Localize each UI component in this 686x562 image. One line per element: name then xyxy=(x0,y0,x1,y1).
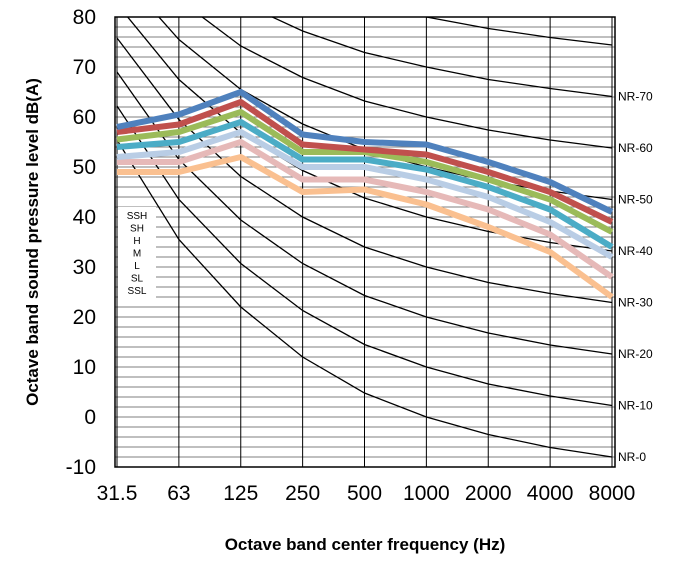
x-tick-label: 31.5 xyxy=(97,482,138,505)
x-tick-label: 63 xyxy=(167,482,190,505)
y-tick-labels: -10 0 10 20 30 40 50 60 70 80 xyxy=(66,6,96,479)
series-line-sl xyxy=(117,139,614,280)
y-axis-title: Octave band sound pressure level dB(A) xyxy=(23,78,42,406)
grid xyxy=(115,16,615,468)
legend-box xyxy=(118,207,156,299)
nr-curve xyxy=(116,139,613,458)
nr-label: NR-10 xyxy=(618,399,653,413)
nr-label: NR-70 xyxy=(618,90,653,104)
x-axis-title: Octave band center frequency (Hz) xyxy=(225,535,506,554)
x-tick-label: 125 xyxy=(223,482,258,505)
y-tick-label: 60 xyxy=(73,106,96,129)
nr-label: NR-60 xyxy=(618,141,653,155)
nr-label: NR-0 xyxy=(618,450,646,464)
y-tick-label: 80 xyxy=(73,6,96,29)
x-tick-label: 4000 xyxy=(527,482,574,505)
y-tick-label: -10 xyxy=(66,456,96,479)
series-line-m xyxy=(116,119,614,250)
series-line-sh xyxy=(116,99,614,225)
nr-curve xyxy=(423,17,613,46)
nr-label: NR-50 xyxy=(618,193,653,207)
x-tick-label: 2000 xyxy=(465,482,512,505)
nr-label: NR-40 xyxy=(618,244,653,258)
nr-label: NR-20 xyxy=(618,347,653,361)
plot-area-border xyxy=(114,16,616,468)
legend-entry: H xyxy=(133,236,140,247)
y-tick-label: 40 xyxy=(73,206,96,229)
y-tick-label: 70 xyxy=(73,56,96,79)
legend-entry: SSL xyxy=(128,286,147,297)
nr-curve xyxy=(270,17,613,98)
series-line-ssh xyxy=(116,89,614,215)
x-tick-label: 1000 xyxy=(403,482,450,505)
nr-curve xyxy=(201,17,613,149)
y-tick-label: 10 xyxy=(73,356,96,379)
legend-entry: SSH xyxy=(127,211,148,222)
x-tick-label: 8000 xyxy=(589,482,636,505)
data-series xyxy=(116,89,614,300)
series-line-ssl xyxy=(117,154,614,300)
y-tick-label: 20 xyxy=(73,306,96,329)
x-tick-label: 500 xyxy=(347,482,382,505)
nr-curve xyxy=(116,71,613,355)
nr-curve-labels: NR-0 NR-10 NR-20 NR-30 NR-40 NR-50 NR-60 NR-70 xyxy=(618,90,653,465)
y-tick-label: 0 xyxy=(84,406,96,429)
legend-entry: M xyxy=(133,249,141,260)
legend-entry: SH xyxy=(130,224,144,235)
series-line-l xyxy=(116,129,614,260)
x-tick-label: 250 xyxy=(285,482,320,505)
nr-curve xyxy=(116,105,613,407)
x-tick-labels: 31.5 63 125 250 500 1000 2000 4000 8000 xyxy=(97,482,636,505)
y-tick-label: 30 xyxy=(73,256,96,279)
nr-label: NR-30 xyxy=(618,296,653,310)
legend-entry: SL xyxy=(131,274,144,285)
nr-curve xyxy=(126,17,613,252)
legend-entry: L xyxy=(134,261,140,272)
nr-curve xyxy=(116,37,613,304)
y-tick-label: 50 xyxy=(73,156,96,179)
